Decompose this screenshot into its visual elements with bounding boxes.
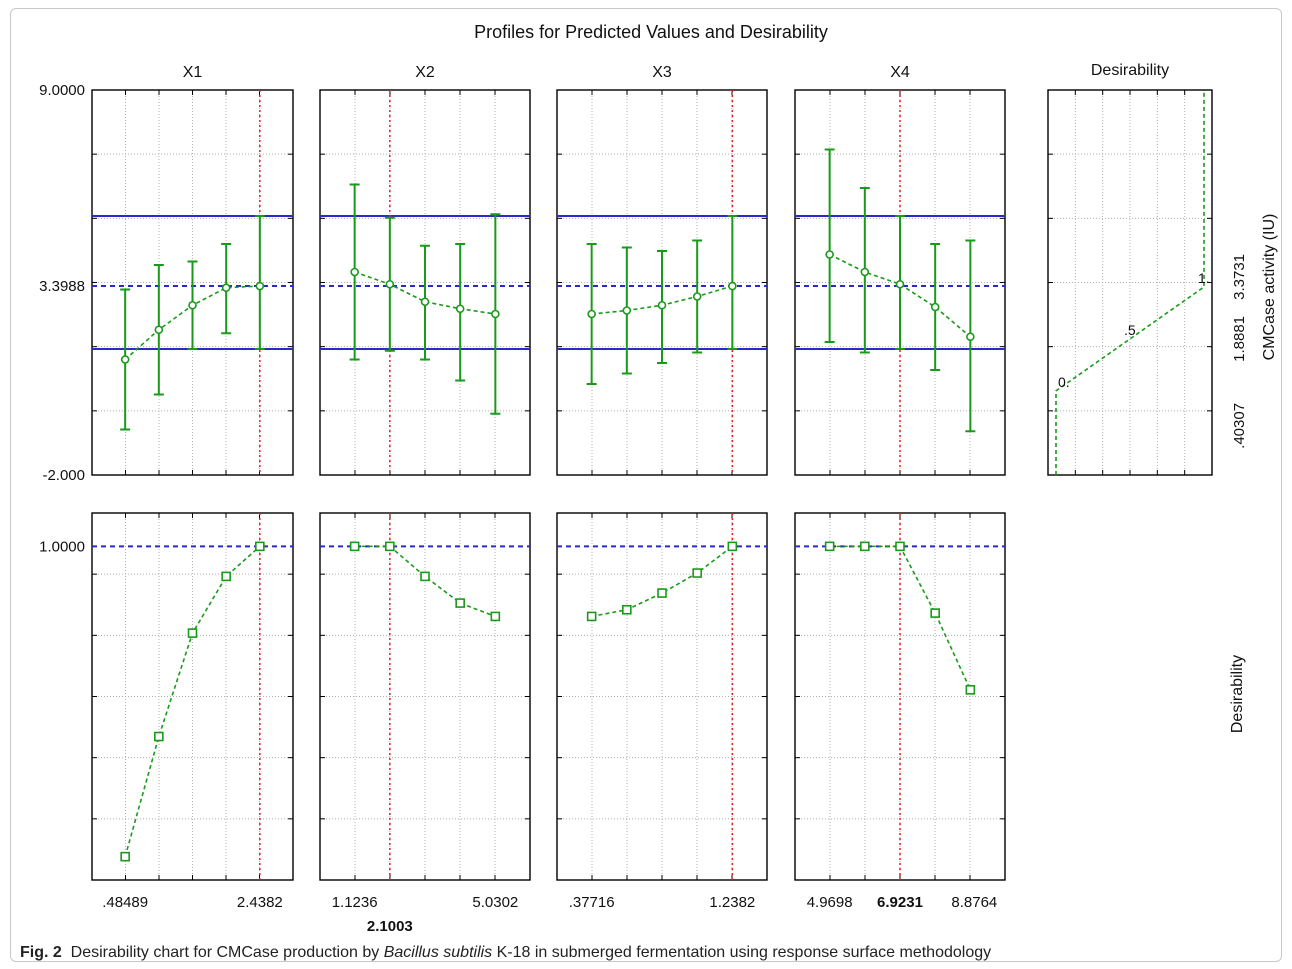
desirability-breakpoint-label: 1. bbox=[1198, 270, 1210, 286]
factor-x2-predicted-point bbox=[420, 297, 430, 307]
factor-x1-tick-label-min: .48489 bbox=[102, 894, 148, 911]
factor-x2-current-value-label: 2.1003 bbox=[367, 918, 413, 935]
desirability-function-axis-label: .40307 bbox=[1231, 403, 1248, 449]
caption-label: Fig. 2 bbox=[20, 944, 62, 961]
factor-x2-predicted-point bbox=[385, 279, 395, 289]
factor-x1-desirability-point bbox=[187, 628, 198, 638]
factor-x2-label: X2 bbox=[415, 64, 435, 81]
factor-x1-predicted-point bbox=[221, 283, 231, 293]
factor-x4-desirability-point bbox=[965, 685, 976, 695]
factor-x1-desirability-point bbox=[120, 851, 130, 862]
factor-x2-predicted-point bbox=[491, 309, 500, 319]
factor-x1-predicted-point bbox=[255, 281, 265, 291]
factor-x3-label: X3 bbox=[652, 64, 672, 81]
factor-x4-predicted-line bbox=[829, 253, 971, 338]
factor-x2-predicted-line bbox=[354, 271, 496, 315]
factor-x1-predicted-point bbox=[188, 300, 197, 310]
factor-x2-desirability-point bbox=[349, 541, 360, 552]
figure-caption: Fig. 2 Desirability chart for CMCase pro… bbox=[20, 944, 991, 962]
desirability-breakpoint-label: 0. bbox=[1058, 374, 1070, 390]
desirability-function-line bbox=[1055, 90, 1205, 475]
factor-x3-predicted-point bbox=[587, 309, 596, 319]
factor-x4-predicted-point bbox=[825, 250, 834, 259]
chart-title: Profiles for Predicted Values and Desira… bbox=[474, 22, 828, 42]
desirability-ytick-max: 1.0000 bbox=[39, 538, 85, 555]
factor-x2-tick-label-min: 1.1236 bbox=[332, 894, 378, 911]
figure-frame bbox=[10, 8, 1282, 962]
factor-x1-desirability-point bbox=[221, 571, 231, 582]
factor-x3-desirability-line bbox=[591, 545, 733, 618]
factor-x4-predicted-point bbox=[895, 279, 905, 289]
factor-x3-predicted-point bbox=[622, 306, 632, 315]
factor-x1-tick-label-max: 2.4382 bbox=[237, 894, 283, 911]
factor-x4-response-panel bbox=[794, 89, 1006, 476]
factor-x3-predicted-point bbox=[692, 292, 702, 301]
caption-text-before: Desirability chart for CMCase production… bbox=[70, 944, 384, 961]
factor-x2-desirability-point bbox=[490, 611, 501, 622]
factor-x3-desirability-point bbox=[657, 588, 667, 598]
factor-x2-desirability-point bbox=[420, 571, 430, 582]
factor-x1-predicted-point bbox=[154, 325, 164, 335]
factor-x2-desirability-line bbox=[354, 545, 496, 618]
factor-x4-desirability-point bbox=[860, 541, 870, 552]
factor-x4-desirability-panel bbox=[794, 512, 1006, 881]
factor-x2-desirability-panel bbox=[319, 512, 531, 881]
factor-x4-desirability-point bbox=[824, 541, 835, 552]
factor-x1-label: X1 bbox=[183, 64, 203, 81]
factor-x4-desirability-point bbox=[930, 608, 940, 618]
factor-x4-predicted-point bbox=[930, 302, 940, 312]
factor-x1-predicted-point bbox=[120, 355, 130, 364]
factor-x3-desirability-point bbox=[586, 611, 597, 622]
response-ytick-max: 9.0000 bbox=[39, 82, 85, 99]
desirability-function-panel: 0. .5 1. bbox=[1047, 89, 1213, 476]
factor-x4-desirability-point bbox=[895, 541, 905, 552]
caption-text-after: K-18 in submerged fermentation using res… bbox=[492, 944, 992, 961]
factor-x4-label: X4 bbox=[890, 64, 910, 81]
factor-x3-desirability-point bbox=[692, 568, 702, 578]
desirability-breakpoint-label: .5 bbox=[1124, 322, 1136, 338]
factor-x4-tick-label-min: 4.9698 bbox=[807, 894, 853, 911]
plot-layer: X1 .48489 2.4382 X2 1.1236 5.0302 2.1003 X3 .377… bbox=[39, 62, 1248, 935]
response-ytick-current: 3.3988 bbox=[39, 278, 85, 295]
factor-x3-tick-label-min: .37716 bbox=[569, 894, 615, 911]
caption-organism: Bacillus subtilis bbox=[383, 944, 493, 961]
factor-x4-predicted-point bbox=[860, 267, 870, 277]
factor-x1-desirability-panel bbox=[91, 512, 294, 881]
factor-x3-tick-label-max: 1.2382 bbox=[709, 894, 755, 911]
factor-x3-predicted-point bbox=[657, 300, 667, 310]
factor-x2-response-panel bbox=[319, 89, 531, 476]
factor-x3-desirability-panel bbox=[556, 512, 768, 881]
factor-x3-predicted-point bbox=[728, 281, 737, 291]
factor-x1-response-panel bbox=[91, 89, 294, 476]
factor-x4-current-value-label: 6.9231 bbox=[877, 894, 923, 911]
desirability-axis-label: Desirability bbox=[1229, 655, 1246, 733]
response-ytick-min: -2.000 bbox=[42, 467, 85, 484]
factor-x3-desirability-point bbox=[622, 604, 632, 615]
factor-x4-predicted-point bbox=[966, 332, 975, 342]
response-axis-label: CMCase activity (IU) bbox=[1261, 214, 1278, 361]
desirability-function-title: Desirability bbox=[1091, 62, 1169, 79]
factor-x3-desirability-point bbox=[727, 541, 738, 552]
factor-x2-predicted-point bbox=[455, 304, 465, 314]
factor-x2-tick-label-max: 5.0302 bbox=[472, 894, 518, 911]
desirability-function-axis-label: 3.3731 bbox=[1231, 254, 1248, 300]
factor-x2-desirability-point bbox=[455, 598, 465, 608]
factor-x2-desirability-point bbox=[385, 541, 395, 552]
factor-x4-tick-label-max: 8.8764 bbox=[951, 894, 997, 911]
desirability-function-axis-label: 1.8881 bbox=[1231, 316, 1248, 362]
factor-x1-desirability-point bbox=[154, 731, 164, 742]
factor-x3-response-panel bbox=[556, 89, 768, 476]
factor-x1-desirability-point bbox=[255, 541, 265, 552]
factor-x2-predicted-point bbox=[350, 267, 359, 277]
